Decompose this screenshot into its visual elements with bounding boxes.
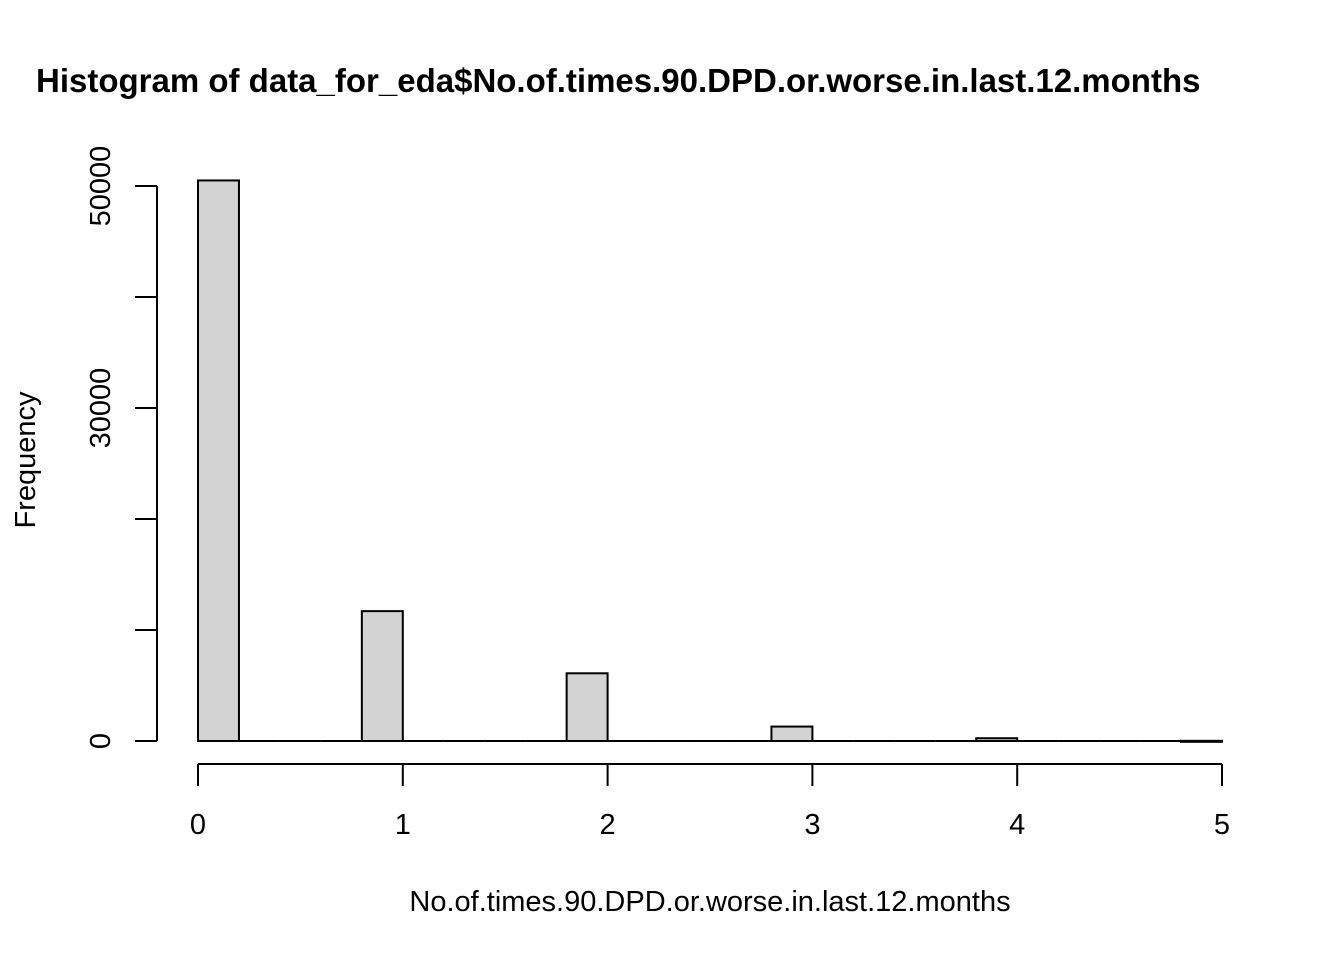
x-axis-tick-label: 3 (804, 809, 820, 841)
x-axis-tick-label: 2 (600, 809, 616, 841)
y-axis-tick-label: 30000 (85, 368, 117, 449)
y-axis-tick-label: 0 (85, 733, 117, 749)
chart-title: Histogram of data_for_eda$No.of.times.90… (36, 62, 1200, 99)
y-axis: 0 30000 50000 (85, 146, 158, 749)
x-axis-tick-label: 0 (190, 809, 206, 841)
x-axis-tick-label: 1 (395, 809, 411, 841)
x-axis-tick-label: 5 (1214, 809, 1230, 841)
y-axis-tick-label: 50000 (85, 146, 117, 227)
y-axis-label: Frequency (10, 391, 42, 529)
histogram-bar (197, 179, 240, 742)
histogram-bar (1180, 739, 1224, 743)
histogram-bar (565, 672, 609, 742)
x-axis-tick-label: 4 (1009, 809, 1025, 841)
x-axis-label: No.of.times.90.DPD.or.worse.in.last.12.m… (409, 886, 1010, 918)
histogram-bars (197, 179, 1224, 743)
histogram-bar (975, 737, 1019, 742)
histogram-bar (770, 725, 814, 743)
histogram-bar (360, 610, 404, 742)
x-axis: 0 1 2 3 4 5 (190, 763, 1230, 841)
